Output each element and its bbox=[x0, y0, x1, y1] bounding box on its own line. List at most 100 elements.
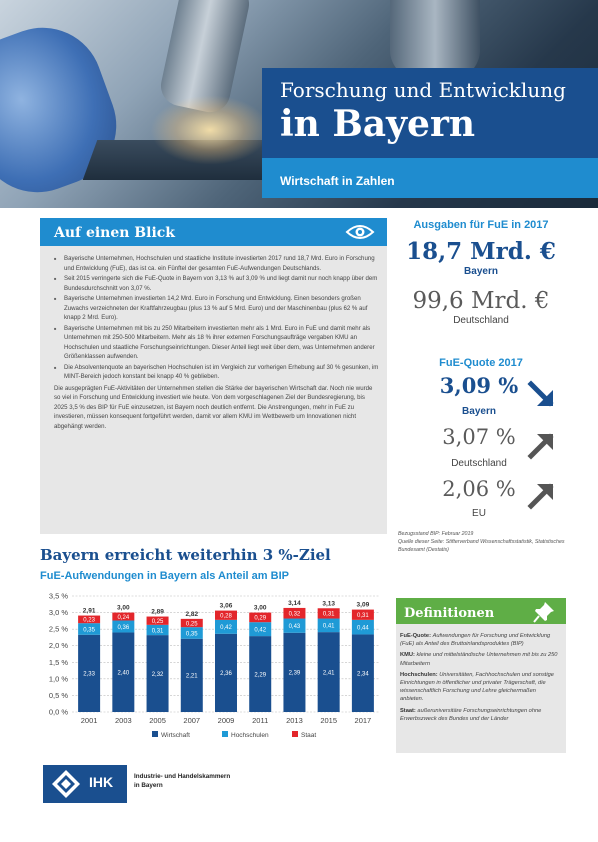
title-box: Forschung und Entwicklung in Bayern bbox=[262, 68, 598, 158]
bar-value-label: 2,34 bbox=[357, 672, 369, 678]
glance-bullet-list: Bayerische Unternehmen, Hochschulen und … bbox=[54, 254, 379, 382]
x-tick-label: 2005 bbox=[149, 716, 166, 725]
definition-term: Staat: bbox=[400, 708, 416, 714]
glance-paragraph: Die ausgeprägten FuE-Aktivitäten der Unt… bbox=[54, 384, 379, 432]
glance-bullet: Seit 2015 verringerte sich die FuE-Quote… bbox=[54, 274, 379, 293]
quote-value: 3,09 % bbox=[434, 373, 524, 398]
quote-caption: Deutschland bbox=[424, 458, 534, 469]
org-name-line1: Industrie- und Handelskammern bbox=[134, 772, 274, 781]
spending-bayern-value: 18,7 Mrd. € bbox=[396, 238, 566, 265]
spending-de-caption: Deutschland bbox=[396, 315, 566, 326]
legend-swatch bbox=[292, 731, 298, 737]
subtitle-box: Wirtschaft in Zahlen bbox=[262, 158, 598, 198]
x-tick-label: 2017 bbox=[355, 716, 372, 725]
bar-total-label: 2,89 bbox=[151, 609, 164, 616]
bar-total-label: 3,06 bbox=[220, 603, 233, 610]
bar-value-label: 2,36 bbox=[220, 671, 232, 677]
legend-label: Hochschulen bbox=[231, 732, 269, 739]
definition-item: Staat: außeruniversitäre Forschungseinri… bbox=[400, 707, 560, 723]
bar-total-label: 2,82 bbox=[185, 611, 198, 618]
bar-value-label: 0,35 bbox=[186, 631, 198, 637]
y-tick-label: 2,5 % bbox=[49, 625, 69, 634]
x-tick-label: 2003 bbox=[115, 716, 132, 725]
bar-value-label: 0,41 bbox=[323, 624, 335, 630]
chart-subtitle: FuE-Aufwendungen in Bayern als Anteil am… bbox=[40, 570, 289, 582]
legend-swatch bbox=[222, 731, 228, 737]
glance-bullet: Bayerische Unternehmen investierten 14,2… bbox=[54, 294, 379, 323]
bar-value-label: 0,25 bbox=[152, 619, 164, 625]
y-tick-label: 2,0 % bbox=[49, 641, 69, 650]
bar-value-label: 0,24 bbox=[117, 615, 129, 621]
bar-value-label: 0,28 bbox=[220, 614, 232, 620]
bar-value-label: 0,42 bbox=[220, 625, 232, 631]
arrow-down-right-icon bbox=[526, 379, 558, 411]
legend-label: Staat bbox=[301, 732, 316, 739]
ihk-logo: IHK bbox=[43, 765, 127, 803]
glance-bullet: Bayerische Unternehmen, Hochschulen und … bbox=[54, 254, 379, 273]
spending-label-wrap: Ausgaben für FuE in 2017 bbox=[396, 219, 566, 231]
bar-value-label: 0,31 bbox=[152, 628, 164, 634]
bar-value-label: 2,29 bbox=[254, 672, 266, 678]
ihk-logo-text: IHK bbox=[89, 774, 113, 790]
chart-title: Bayern erreicht weiterhin 3 %-Ziel bbox=[40, 546, 331, 564]
x-tick-label: 2015 bbox=[320, 716, 337, 725]
eye-icon bbox=[345, 223, 375, 241]
x-tick-label: 2009 bbox=[218, 716, 235, 725]
definitions-header: Definitionen bbox=[396, 598, 566, 624]
org-name: Industrie- und Handelskammern in Bayern bbox=[134, 772, 274, 790]
arrow-up-right-icon bbox=[526, 479, 558, 511]
bar-value-label: 0,23 bbox=[83, 618, 95, 624]
y-tick-label: 3,0 % bbox=[49, 608, 69, 617]
definition-text: kleine und mittelständische Unternehmen … bbox=[400, 652, 557, 666]
bar-value-label: 0,44 bbox=[357, 625, 369, 631]
definition-term: FuE-Quote: bbox=[400, 633, 431, 639]
quote-value: 2,06 % bbox=[434, 477, 524, 501]
bar-total-label: 3,00 bbox=[254, 605, 267, 612]
definitions-heading: Definitionen bbox=[404, 606, 494, 621]
bar-total-label: 3,00 bbox=[117, 605, 130, 612]
definition-item: FuE-Quote: Aufwendungen für Forschung un… bbox=[400, 632, 560, 648]
quote-value: 3,07 % bbox=[434, 425, 524, 449]
x-tick-label: 2007 bbox=[183, 716, 200, 725]
bar-value-label: 0,43 bbox=[289, 624, 301, 630]
spending-de: 99,6 Mrd. € Deutschland bbox=[396, 288, 566, 326]
x-tick-label: 2001 bbox=[81, 716, 98, 725]
bar-value-label: 0,32 bbox=[289, 612, 301, 618]
quote-caption: EU bbox=[424, 508, 534, 519]
glance-body: Bayerische Unternehmen, Hochschulen und … bbox=[40, 246, 387, 431]
bar-value-label: 0,31 bbox=[323, 612, 335, 618]
page-subtitle: Wirtschaft in Zahlen bbox=[280, 174, 395, 188]
bar-total-label: 2,91 bbox=[83, 608, 96, 615]
bar-value-label: 0,35 bbox=[83, 627, 95, 633]
hero-light-glow bbox=[150, 95, 270, 165]
rd-share-chart: 0,0 % 0,5 % 1,0 % 1,5 % 2,0 % 2,5 % 3,0 % 3,5 %… bbox=[40, 586, 388, 746]
spending-de-value: 99,6 Mrd. € bbox=[396, 288, 566, 314]
glance-header: Auf einen Blick bbox=[40, 218, 387, 246]
definition-item: KMU: kleine und mittelständische Unterne… bbox=[400, 651, 560, 667]
x-tick-label: 2013 bbox=[286, 716, 303, 725]
bar-value-label: 0,31 bbox=[357, 613, 369, 619]
definition-item: Hochschulen: Universitäten, Fachhochschu… bbox=[400, 671, 560, 704]
source-line1: Bezugsstand BIP: Februar 2019 bbox=[398, 530, 568, 538]
page-title-line2: in Bayern bbox=[280, 102, 598, 146]
source-line2: Quelle dieser Seite: Stifterverband Wiss… bbox=[398, 538, 568, 554]
y-tick-label: 0,5 % bbox=[49, 691, 69, 700]
y-tick-label: 1,0 % bbox=[49, 674, 69, 683]
org-name-line2: in Bayern bbox=[134, 781, 274, 790]
spending-label: Ausgaben für FuE in 2017 bbox=[396, 219, 566, 231]
bar-value-label: 0,29 bbox=[254, 616, 266, 622]
definition-term: KMU: bbox=[400, 652, 415, 658]
bar-value-label: 0,25 bbox=[186, 621, 198, 627]
bar-total-label: 3,13 bbox=[322, 600, 335, 607]
bar-value-label: 2,33 bbox=[83, 672, 95, 678]
bar-value-label: 2,21 bbox=[186, 674, 198, 680]
glance-bullet: Bayerische Unternehmen mit bis zu 250 Mi… bbox=[54, 324, 379, 362]
bar-value-label: 2,40 bbox=[117, 671, 129, 677]
bar-value-label: 0,42 bbox=[254, 627, 266, 633]
pin-icon bbox=[532, 600, 556, 624]
definitions-body: FuE-Quote: Aufwendungen für Forschung un… bbox=[396, 624, 566, 723]
spending-bayern-caption: Bayern bbox=[396, 266, 566, 277]
y-tick-label: 1,5 % bbox=[49, 658, 69, 667]
spending-bayern: 18,7 Mrd. € Bayern bbox=[396, 238, 566, 277]
arrow-up-right-icon bbox=[526, 429, 558, 461]
